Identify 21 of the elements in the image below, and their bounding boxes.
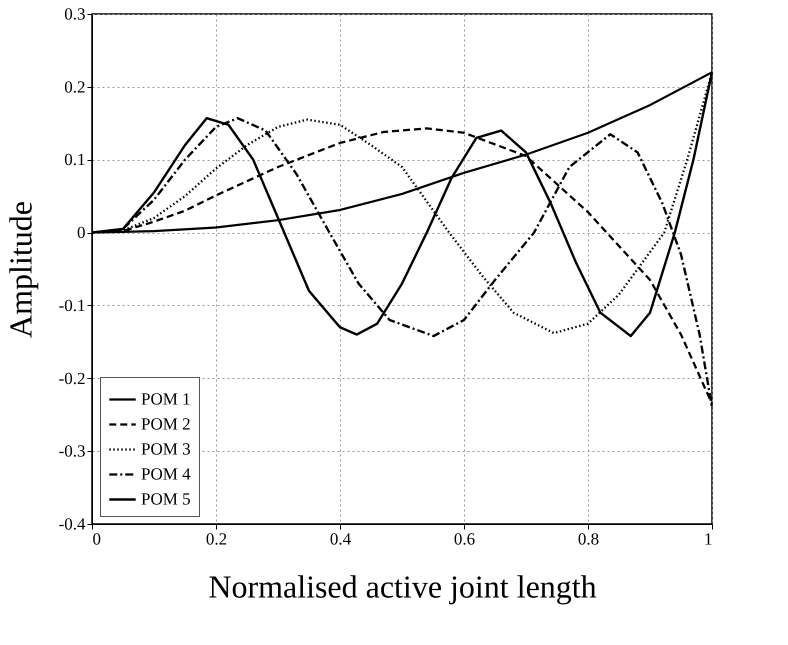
legend-label: POM 5 [141,490,191,508]
y-axis-title: Amplitude [2,201,39,338]
legend-label: POM 2 [141,414,191,434]
y-tick-label: -0.3 [58,442,86,461]
x-tick-label: 1 [704,530,712,548]
x-tick-label: 0.8 [578,530,600,548]
y-tick-label: 0.3 [64,4,86,24]
y-tick-label: 0.1 [64,150,86,170]
y-tick-label: 0.2 [64,77,86,96]
x-tick-label: 0.4 [330,530,352,548]
y-tick-label: 0 [77,223,86,242]
x-tick-label: 0.6 [454,530,476,548]
x-tick-label: 0.2 [206,530,228,548]
y-tick-label: -0.1 [58,296,86,315]
y-tick-label: -0.2 [58,368,86,388]
legend-label: POM 1 [141,390,191,408]
legend-label: POM 4 [141,464,192,484]
x-tick-label: 0 [92,530,101,548]
legend-label: POM 3 [141,440,191,458]
y-tick-label: -0.4 [58,514,86,534]
x-axis-title: Normalised active joint length [208,568,597,604]
